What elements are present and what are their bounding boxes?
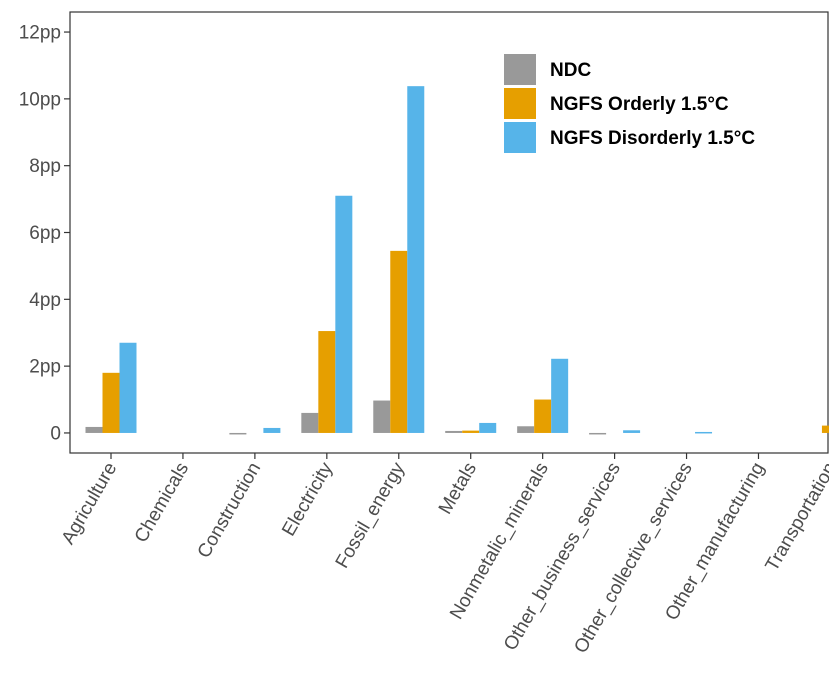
bar-ndc-electricity: [301, 412, 319, 433]
legend-label-2: NGFS Disorderly 1.5°C: [550, 128, 755, 149]
bar-ndc-other_business_services: [589, 432, 607, 435]
bar-ndc-construction: [229, 432, 247, 435]
bar-ngfs-disorderly-1-5-c-nonmetalic_minerals: [551, 358, 569, 433]
bar-ngfs-disorderly-1-5-c-electricity: [335, 195, 353, 433]
y-tick-label: 4pp: [29, 290, 61, 311]
bar-ndc-metals: [445, 430, 463, 433]
bar-ngfs-disorderly-1-5-c-other_collective_services: [695, 431, 713, 434]
bar-ngfs-orderly-1-5-c-metals: [462, 430, 480, 433]
x-tick-label: Construction: [194, 459, 266, 562]
bar-ngfs-disorderly-1-5-c-other_business_services: [623, 430, 641, 433]
x-tick-label: Metals: [435, 459, 481, 518]
y-tick-label: 12pp: [19, 23, 61, 44]
legend-label-0: NDC: [550, 60, 591, 81]
bar-ngfs-orderly-1-5-c-nonmetalic_minerals: [534, 399, 552, 433]
x-tick-label: Fossil_energy: [332, 459, 410, 572]
legend-label-1: NGFS Orderly 1.5°C: [550, 94, 729, 115]
x-tick-label: Electricity: [278, 459, 337, 540]
x-tick-label: Chemicals: [131, 459, 194, 546]
y-tick-label: 8pp: [29, 156, 61, 177]
y-tick-label: 0: [50, 423, 61, 444]
plot-panel-border: [69, 11, 829, 454]
legend-key-0: [504, 54, 536, 85]
x-tick-label: Agriculture: [58, 459, 122, 548]
bar-ngfs-orderly-1-5-c-fossil_energy: [390, 250, 408, 433]
bar-ngfs-disorderly-1-5-c-metals: [479, 422, 497, 433]
y-tick-label: 6pp: [29, 223, 61, 244]
bar-ndc-agriculture: [85, 426, 103, 433]
x-tick-label: Transportation: [762, 459, 829, 575]
bar-ndc-nonmetalic_minerals: [517, 426, 535, 433]
bar-ngfs-disorderly-1-5-c-agriculture: [119, 342, 137, 433]
legend-key-2: [504, 122, 536, 153]
bar-ndc-fossil_energy: [373, 400, 391, 433]
bar-ngfs-orderly-1-5-c-agriculture: [102, 372, 120, 433]
y-tick-label: 10pp: [19, 89, 61, 110]
bar-ngfs-disorderly-1-5-c-fossil_energy: [407, 86, 425, 433]
bar-ngfs-orderly-1-5-c-electricity: [318, 331, 336, 433]
legend-key-1: [504, 88, 536, 119]
y-tick-label: 2pp: [29, 357, 61, 378]
bar-ngfs-disorderly-1-5-c-construction: [263, 427, 281, 433]
bar-ngfs-orderly-1-5-c-transportation: [821, 425, 829, 433]
